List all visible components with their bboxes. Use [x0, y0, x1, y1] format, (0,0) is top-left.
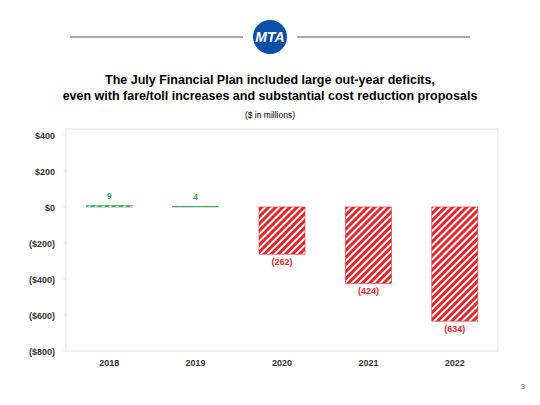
header-rule	[297, 36, 470, 37]
data-label: (634)	[444, 324, 465, 334]
y-tick-label: $200	[35, 167, 55, 177]
data-label: 9	[107, 191, 112, 201]
page: MTA The July Financial Plan included larg…	[0, 0, 540, 405]
bar	[345, 207, 391, 283]
y-tick	[63, 135, 66, 136]
y-tick-label: ($400)	[29, 275, 55, 285]
x-tick-label: 2022	[445, 358, 465, 368]
subtitle: ($ in millions)	[245, 110, 295, 120]
y-tick-label: ($200)	[29, 239, 55, 249]
y-tick-label: $400	[35, 131, 55, 141]
bar	[86, 205, 132, 207]
x-tick-label: 2019	[186, 358, 206, 368]
bar	[173, 206, 219, 208]
title: The July Financial Plan included large o…	[63, 73, 478, 103]
y-tick	[63, 171, 66, 172]
logo-text: MTA	[255, 29, 284, 45]
y-tick	[63, 351, 66, 352]
page-number: 3	[521, 383, 525, 390]
data-label: 4	[193, 192, 198, 202]
y-tick	[63, 243, 66, 244]
y-tick	[63, 315, 66, 316]
x-tick-label: 2021	[358, 358, 378, 368]
y-tick-label: ($800)	[29, 347, 55, 357]
logo-circle	[253, 20, 287, 54]
y-tick	[63, 279, 66, 280]
data-label: (424)	[358, 286, 379, 296]
y-tick	[63, 207, 66, 208]
x-tick-label: 2020	[272, 358, 292, 368]
bar	[259, 207, 305, 254]
bars	[86, 205, 478, 321]
data-label: (262)	[271, 257, 292, 267]
x-tick-label: 2018	[99, 358, 119, 368]
y-tick-label: $0	[45, 203, 55, 213]
header-rule	[70, 36, 243, 37]
y-tick-label: ($600)	[29, 311, 55, 321]
plot-frame	[66, 129, 498, 351]
bar	[432, 207, 478, 321]
